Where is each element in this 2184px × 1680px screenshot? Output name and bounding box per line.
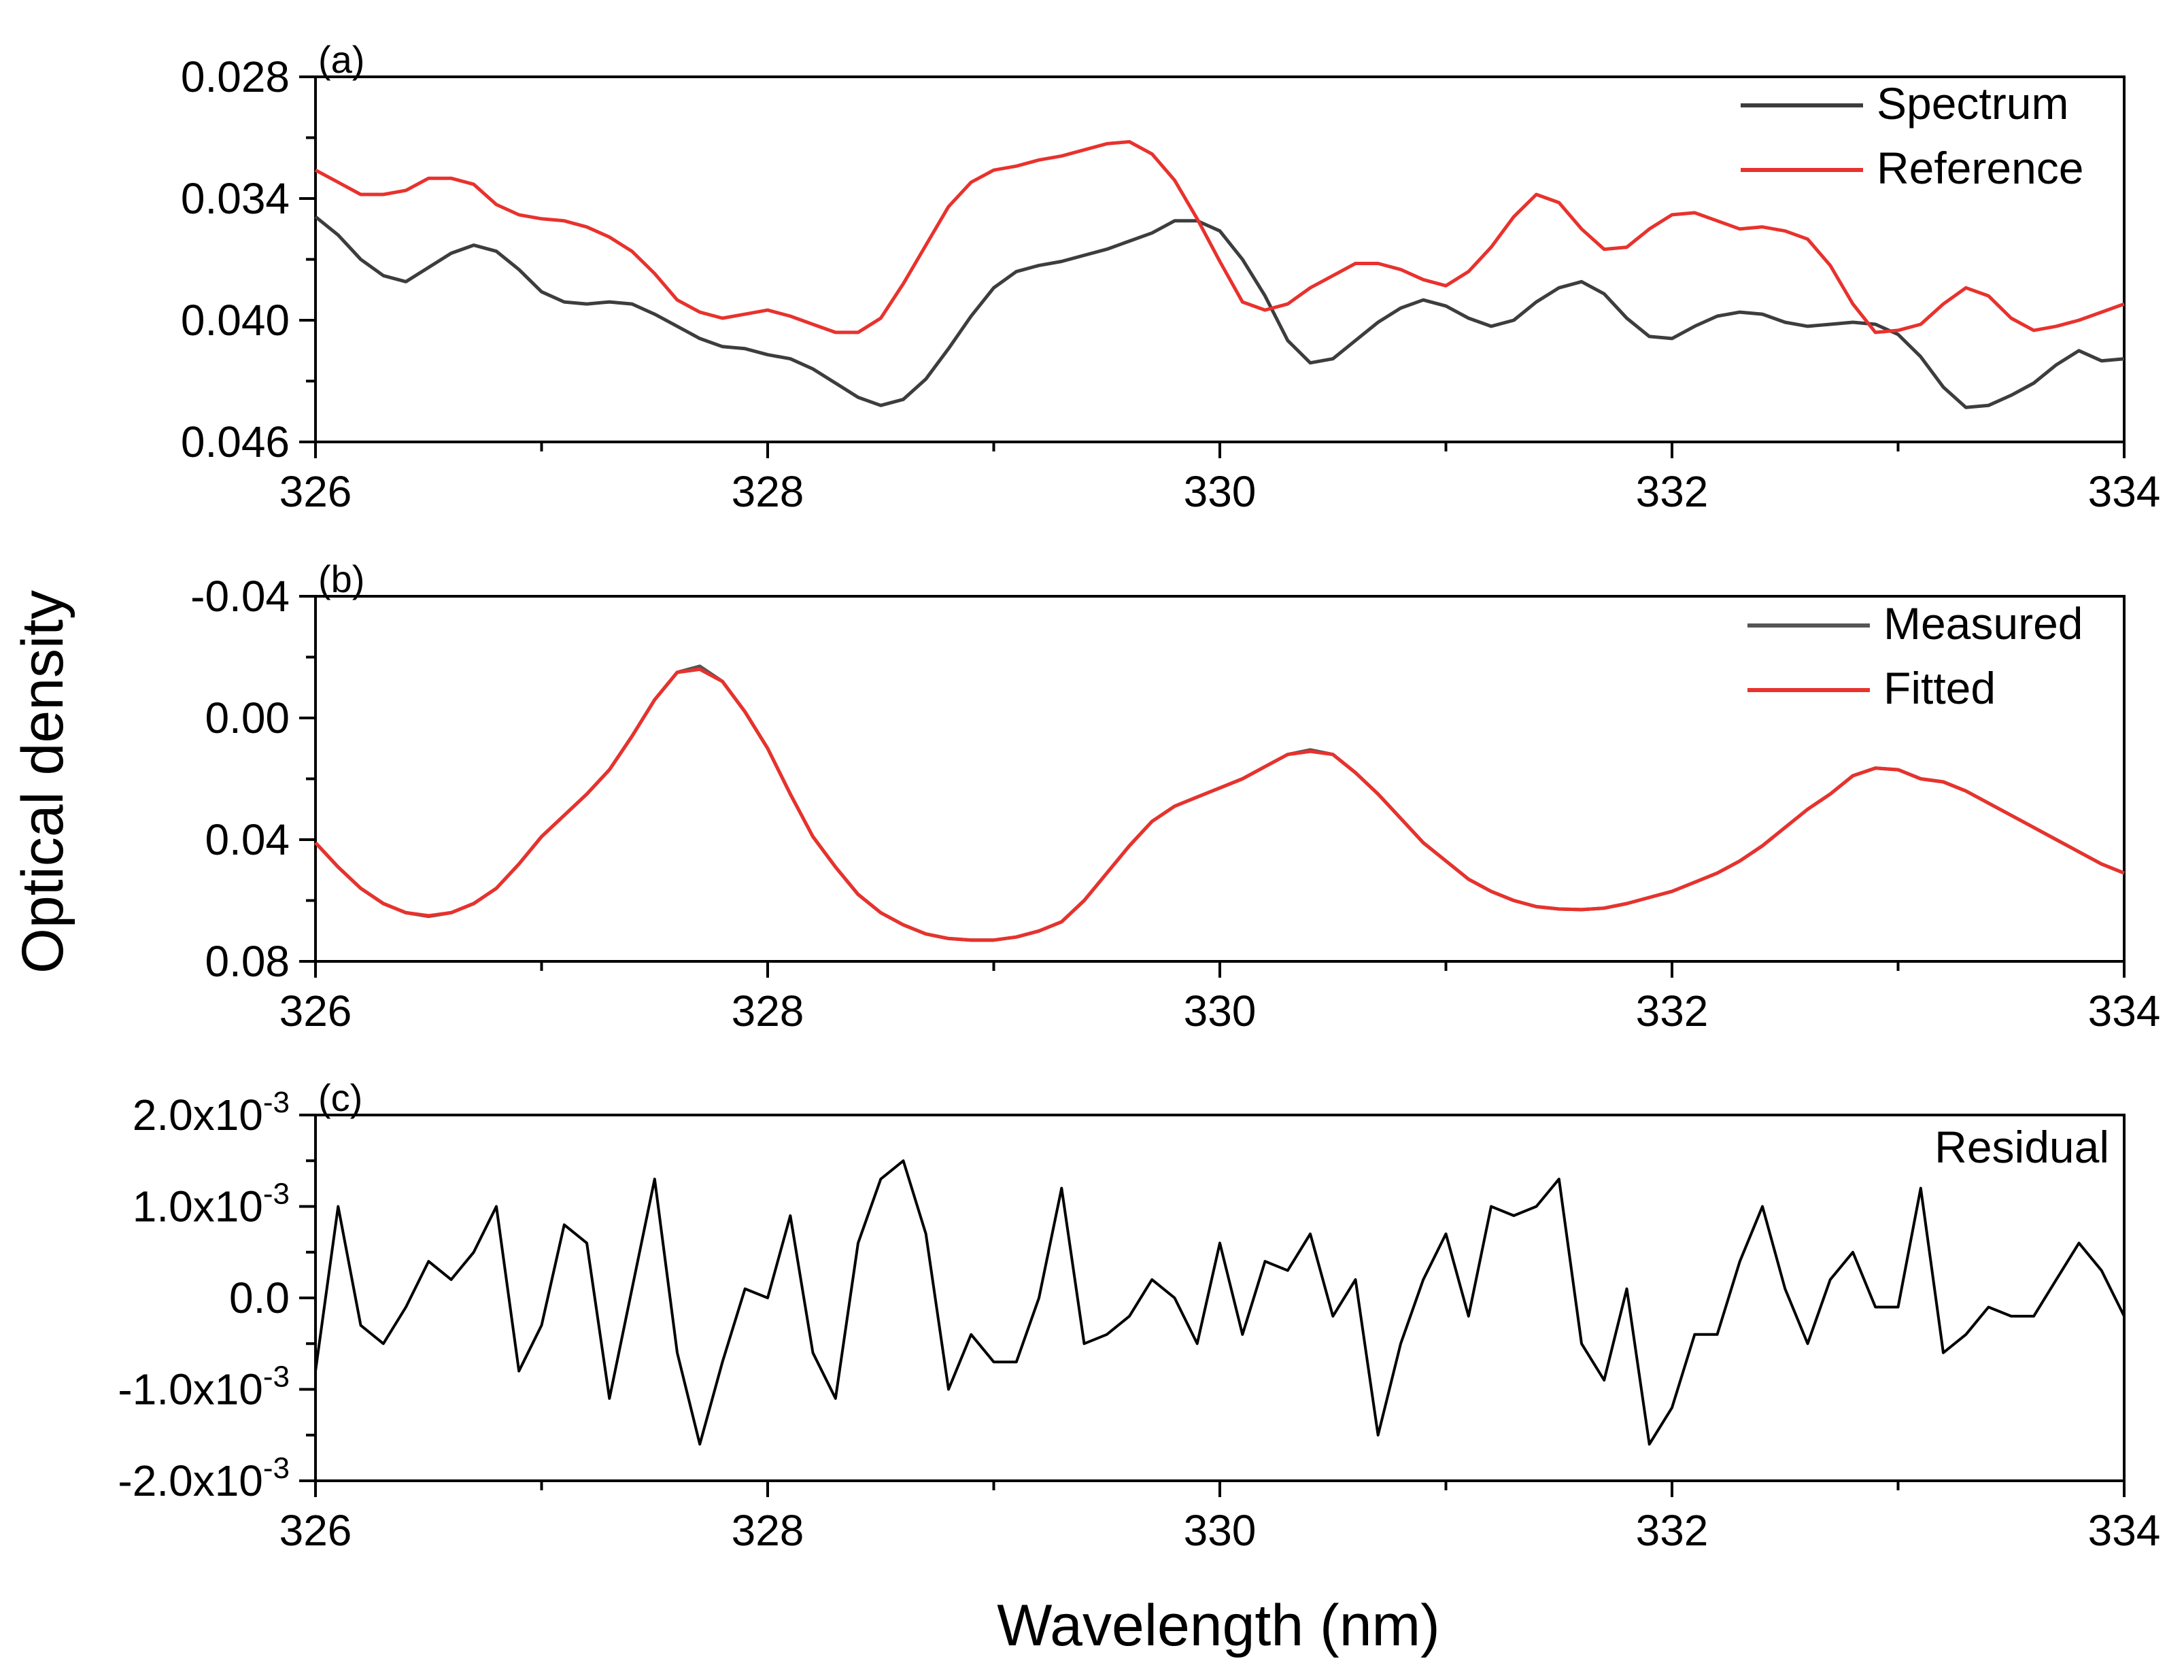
x-tick-label-c: 330 bbox=[1184, 1506, 1257, 1555]
y-tick-mantissa: -2.0x10 bbox=[118, 1456, 262, 1505]
legend-label-spectrum: Spectrum bbox=[1877, 78, 2068, 128]
series-line-measured bbox=[314, 664, 2125, 942]
series-line-fitted bbox=[314, 667, 2125, 942]
x-tick-label-b: 332 bbox=[1636, 987, 1709, 1035]
x-tick-label-a: 332 bbox=[1636, 467, 1709, 516]
y-tick-exponent: -3 bbox=[263, 1452, 290, 1485]
series-line-spectrum bbox=[314, 215, 2125, 409]
legend-label-measured: Measured bbox=[1883, 598, 2083, 649]
legend-label-fitted: Fitted bbox=[1883, 663, 1996, 713]
y-tick-label-a: 0.034 bbox=[181, 174, 290, 223]
x-tick-label-c: 328 bbox=[732, 1506, 804, 1555]
x-tick-label-b: 326 bbox=[279, 987, 352, 1035]
y-tick-label-b: 0.00 bbox=[205, 693, 290, 742]
y-tick-label-c: 2.0x10-3 bbox=[133, 1086, 290, 1139]
y-tick-mantissa: 2.0x10 bbox=[133, 1091, 263, 1139]
plot-frame-b bbox=[314, 595, 2126, 963]
y-tick-label-b: 0.04 bbox=[205, 815, 290, 864]
panels: (a) 326 328 330 332 334 0.028 0.034 0.040 0.046 Sp… bbox=[118, 38, 2160, 1555]
y-tick-mantissa: 0.0 bbox=[229, 1273, 290, 1322]
y-tick-exponent: -3 bbox=[263, 1360, 290, 1394]
x-tick-label-a: 334 bbox=[2088, 467, 2161, 516]
y-tick-label-a: 0.046 bbox=[181, 417, 290, 466]
series-line-reference bbox=[314, 140, 2125, 335]
y-tick-label-b: 0.08 bbox=[205, 937, 290, 986]
y-tick-label-a: 0.028 bbox=[181, 52, 290, 101]
x-tick-label-c: 332 bbox=[1636, 1506, 1709, 1555]
x-tick-label-c: 326 bbox=[279, 1506, 352, 1555]
y-tick-mantissa: 1.0x10 bbox=[133, 1182, 263, 1231]
plot-frame-c bbox=[314, 1114, 2126, 1482]
x-tick-label-b: 334 bbox=[2088, 987, 2161, 1035]
legend-label-residual: Residual bbox=[1934, 1122, 2109, 1172]
x-tick-label-b: 330 bbox=[1184, 987, 1257, 1035]
y-tick-exponent: -3 bbox=[263, 1178, 290, 1211]
panel-label-a: (a) bbox=[318, 38, 364, 81]
legend-label-reference: Reference bbox=[1877, 143, 2084, 193]
x-axis-title: Wavelength (nm) bbox=[997, 1593, 1440, 1658]
x-tick-label-a: 330 bbox=[1184, 467, 1257, 516]
x-tick-label-c: 334 bbox=[2088, 1506, 2161, 1555]
panel-c: (c)326 328 330 332 3342.0x10-31.0x10-30.0-1.… bbox=[118, 1076, 2160, 1555]
y-axis-title: Optical density bbox=[10, 590, 75, 974]
y-tick-label-c: 0.0 bbox=[229, 1273, 290, 1322]
y-tick-label-a: 0.040 bbox=[181, 296, 290, 345]
panel-b: (b) 326 328 330 332 334 -0.04 0.00 0.04 0.08 Measu… bbox=[190, 558, 2160, 1035]
y-tick-label-b: -0.04 bbox=[190, 572, 290, 621]
panel-a: (a) 326 328 330 332 334 0.028 0.034 0.040 0.046 Sp… bbox=[181, 38, 2161, 516]
x-tick-label-a: 328 bbox=[732, 467, 804, 516]
y-tick-mantissa: -1.0x10 bbox=[118, 1365, 262, 1414]
y-tick-label-c: 1.0x10-3 bbox=[133, 1178, 290, 1231]
x-tick-label-a: 326 bbox=[279, 467, 352, 516]
panel-label-b: (b) bbox=[318, 558, 364, 600]
y-tick-exponent: -3 bbox=[263, 1086, 290, 1119]
y-tick-label-c: -1.0x10-3 bbox=[118, 1360, 290, 1414]
panel-label-c: (c) bbox=[318, 1076, 362, 1119]
series-line-residual bbox=[314, 1159, 2126, 1446]
x-tick-label-b: 328 bbox=[732, 987, 804, 1035]
y-tick-label-c: -2.0x10-3 bbox=[118, 1452, 290, 1505]
